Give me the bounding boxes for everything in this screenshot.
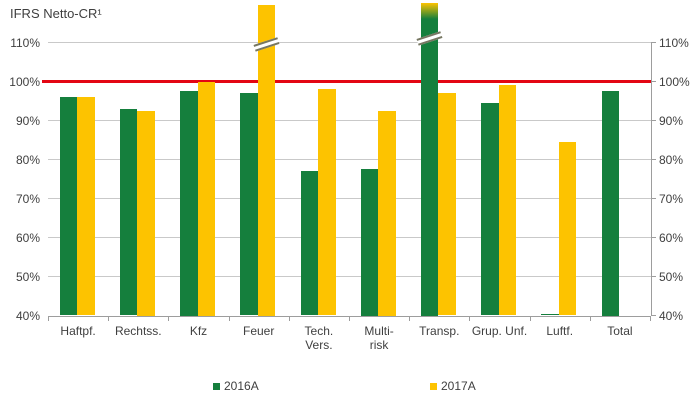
bar-2017A-Haftpf. — [77, 97, 95, 316]
reference-line-100pct — [42, 80, 651, 83]
bar-2016A-Tech.-Vers. — [300, 171, 318, 316]
legend-label-2016a: 2016A — [224, 379, 259, 393]
bar-2016A-Transp. — [420, 3, 439, 316]
x-axis-tick-8 — [529, 316, 531, 321]
bar-2016A-Haftpf. — [59, 97, 78, 316]
y-axis-tick-right-50 — [650, 276, 656, 277]
y-axis-label-right-100: 100% — [659, 74, 690, 89]
y-axis-label-right-50: 50% — [659, 269, 684, 284]
y-axis-label-right-90: 90% — [659, 113, 684, 128]
bar-2017A-Multi--risk — [378, 110, 396, 316]
x-axis-category-label-6: Transp. — [419, 324, 460, 338]
x-axis-category-label-1: Rechtss. — [114, 324, 162, 338]
y-axis-label-right-70: 70% — [659, 191, 684, 206]
x-axis-category-label-8: Luftf. — [546, 324, 574, 338]
chart-title: IFRS Netto-CR¹ — [10, 6, 102, 21]
y-axis-tick-right-40 — [650, 315, 656, 316]
legend-swatch-2016a-icon — [213, 382, 220, 390]
x-axis-line — [48, 315, 651, 317]
x-axis-tick-2 — [168, 316, 170, 321]
y-axis-label-left-40: 40% — [15, 308, 40, 323]
legend-item-2016a: 2016A — [213, 379, 259, 393]
y-axis-tick-right-70 — [650, 198, 656, 199]
y-axis-label-left-70: 70% — [15, 191, 40, 206]
gridline-80 — [48, 159, 651, 160]
bar-2017A-Rechtss. — [137, 110, 155, 316]
x-axis-category-label-4: Tech. Vers. — [304, 324, 334, 352]
bar-2017A-Tech.-Vers. — [318, 89, 336, 316]
bar-2016A-Multi--risk — [360, 169, 379, 316]
y-axis-tick-right-100 — [650, 81, 656, 82]
gridline-70 — [48, 198, 651, 199]
bar-2017A-Transp. — [438, 93, 456, 316]
x-axis-tick-6 — [409, 316, 411, 321]
bar-2016A-Kfz — [180, 91, 198, 316]
x-axis-category-label-9: Total — [607, 324, 633, 338]
bar-2017A-Luftf. — [558, 141, 577, 316]
x-axis-tick-9 — [589, 316, 591, 321]
legend-label-2017a: 2017A — [441, 379, 476, 393]
x-axis-tick-4 — [288, 316, 290, 321]
bar-2017A-Grup.-Unf. — [498, 85, 517, 316]
legend-swatch-2017a-icon — [430, 382, 437, 390]
y-axis-tick-right-60 — [650, 237, 656, 238]
x-axis-tick-10 — [650, 316, 651, 321]
x-axis-category-label-2: Kfz — [189, 324, 208, 338]
gridline-50 — [48, 276, 651, 277]
y-axis-tick-right-80 — [650, 159, 656, 160]
x-axis-category-label-0: Haftpf. — [60, 324, 96, 338]
y-axis-label-right-60: 60% — [659, 230, 684, 245]
gridline-90 — [48, 120, 651, 121]
bar-2017A-Kfz — [197, 81, 216, 316]
gridline-110 — [48, 42, 651, 43]
y-axis-label-left-110: 110% — [10, 35, 40, 50]
bar-2016A-Grup.-Unf. — [481, 102, 499, 316]
x-axis-tick-1 — [108, 316, 110, 321]
y-axis-label-left-80: 80% — [15, 152, 40, 167]
legend-item-2017a: 2017A — [430, 379, 476, 393]
y-axis-label-left-50: 50% — [15, 269, 40, 284]
y-axis-line-right — [650, 42, 652, 316]
bar-2016A-Luftf. — [541, 313, 559, 316]
y-axis-label-left-90: 90% — [15, 113, 40, 128]
bar-2017A-Feuer — [257, 5, 276, 316]
y-axis-label-right-40: 40% — [659, 308, 684, 323]
x-axis-tick-3 — [228, 316, 230, 321]
y-axis-tick-right-90 — [650, 120, 656, 121]
x-axis-category-label-3: Feuer — [243, 324, 275, 338]
x-axis-tick-0 — [48, 316, 49, 321]
y-axis-tick-right-110 — [650, 42, 656, 43]
bar-2016A-Total — [601, 91, 619, 316]
bar-2016A-Rechtss. — [119, 108, 138, 316]
y-axis-label-right-80: 80% — [659, 152, 684, 167]
bar-2016A-Feuer — [240, 93, 258, 316]
x-axis-category-label-7: Grup. Unf. — [471, 324, 528, 338]
x-axis-tick-7 — [469, 316, 471, 321]
y-axis-label-left-100: 100% — [9, 74, 40, 89]
x-axis-category-label-5: Multi- risk — [364, 324, 394, 352]
gridline-60 — [48, 237, 651, 238]
y-axis-label-right-110: 110% — [659, 35, 689, 50]
x-axis-tick-5 — [349, 316, 350, 321]
y-axis-label-left-60: 60% — [15, 230, 40, 245]
